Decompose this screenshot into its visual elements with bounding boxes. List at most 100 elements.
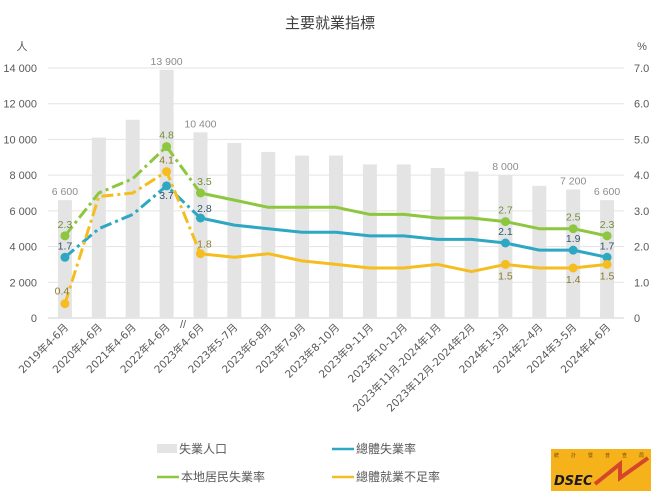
bar: [464, 171, 479, 318]
bar-data-label: 7 200: [560, 175, 586, 187]
series-marker: [602, 259, 612, 269]
line-data-label: 4.8: [159, 130, 174, 142]
bar: [532, 185, 547, 318]
legend-swatch-bars: [157, 444, 177, 453]
data-labels: 6 600 13 900 10 400 8 000 7 200 6 600 1.7 3.7 2.…: [52, 56, 621, 298]
series-marker: [568, 263, 578, 273]
series-marker: [602, 252, 612, 262]
series-line-dashed: [63, 169, 202, 305]
legend-label: 總體失業率: [356, 441, 416, 456]
series-marker: [60, 252, 70, 262]
bar-data-label: 6 600: [594, 186, 620, 198]
series-marker: [195, 188, 205, 198]
x-tick-label: 2023年10-12月: [345, 321, 410, 386]
legend-item-resident-unemployment[interactable]: 本地居民失業率: [157, 469, 265, 484]
legend-item-bars[interactable]: 失業人口: [157, 441, 227, 456]
bar-data-label: 13 900: [151, 56, 183, 68]
svg-text:計: 計: [571, 452, 576, 459]
right-tick-label: 1.0: [634, 277, 649, 289]
line-data-label: 1.5: [498, 270, 513, 282]
series-marker: [500, 259, 510, 269]
series-marker: [162, 142, 172, 152]
line-data-label: 2.3: [600, 219, 615, 231]
line-data-label: 3.7: [159, 190, 174, 202]
bar: [362, 164, 377, 318]
series-marker: [195, 249, 205, 259]
legend-label: 總體就業不足率: [356, 469, 440, 484]
series-line: [200, 216, 608, 259]
line-data-label: 2.8: [197, 203, 212, 215]
line-data-label: 2.5: [566, 212, 581, 224]
line-data-label: 2.1: [498, 226, 513, 238]
right-axis-unit: %: [637, 41, 647, 53]
line-data-label: 0.4: [55, 286, 70, 298]
legend-label: 失業人口: [179, 441, 227, 456]
left-tick-label: 10 000: [3, 134, 37, 146]
bar-data-label: 8 000: [492, 161, 518, 173]
left-tick-label: 12 000: [3, 99, 37, 111]
bar: [159, 69, 174, 319]
series-marker: [60, 231, 70, 241]
line-data-label: 1.4: [566, 274, 581, 286]
line-data-label: 1.5: [600, 270, 615, 282]
left-tick-label: 4 000: [9, 242, 37, 254]
bar-data-label: 6 600: [52, 186, 78, 198]
bar: [329, 155, 343, 318]
bar: [125, 119, 140, 319]
series-line: [200, 252, 608, 274]
svg-text:暨: 暨: [588, 453, 593, 459]
series-marker: [568, 245, 578, 255]
dsec-logo: 統 計 暨 普 查 局 DSEC: [551, 449, 651, 491]
svg-text:普: 普: [605, 452, 610, 459]
axis-break-marker: //: [180, 319, 187, 331]
line-data-label: 2.3: [58, 219, 73, 231]
line-data-label: 1.7: [58, 240, 73, 252]
svg-text:查: 查: [622, 452, 627, 459]
bar: [295, 155, 310, 318]
right-tick-label: 3.0: [634, 206, 649, 218]
line-data-label: 3.5: [197, 176, 212, 188]
right-tick-label: 7.0: [634, 63, 649, 75]
right-tick-label: 0: [634, 313, 640, 325]
x-axis-labels: 2019年4-6月2020年4-6月2021年4-6月2022年4-6月2023…: [16, 321, 613, 415]
line-data-label: 1.8: [197, 239, 212, 251]
bar: [396, 164, 411, 318]
bar-data-label: 10 400: [184, 118, 216, 130]
left-tick-label: 8 000: [9, 170, 37, 182]
series-marker: [162, 167, 172, 177]
chart-title: 主要就業指標: [285, 14, 375, 32]
bar: [261, 151, 276, 318]
bars: [57, 69, 615, 319]
bar: [430, 168, 445, 318]
line-data-label: 1.7: [600, 240, 615, 252]
series-marker: [195, 213, 205, 223]
legend-item-total-unemployment[interactable]: 總體失業率: [332, 441, 416, 456]
left-tick-label: 0: [31, 313, 37, 325]
bar: [227, 143, 242, 318]
right-tick-label: 2.0: [634, 242, 649, 254]
bar: [91, 137, 106, 318]
line-data-label: 2.7: [498, 205, 513, 217]
lines: [60, 142, 612, 309]
series-marker: [568, 224, 578, 234]
right-axis: 0 1.0 2.0 3.0 4.0 5.0 6.0 7.0: [634, 63, 649, 325]
left-tick-label: 14 000: [3, 63, 37, 75]
right-tick-label: 5.0: [634, 134, 649, 146]
right-tick-label: 4.0: [634, 170, 649, 182]
line-data-label: 1.9: [566, 233, 581, 245]
series-marker: [500, 238, 510, 248]
svg-text:統: 統: [554, 452, 559, 459]
legend-label: 本地居民失業率: [181, 469, 265, 484]
bar: [193, 132, 208, 318]
line-data-label: 4.1: [159, 155, 174, 167]
legend-item-underemployment[interactable]: 總體就業不足率: [332, 469, 440, 484]
left-tick-label: 6 000: [9, 206, 37, 218]
left-axis-unit: 人: [17, 40, 28, 53]
svg-text:局: 局: [639, 453, 644, 459]
series-marker: [500, 217, 510, 227]
left-tick-label: 2 000: [9, 277, 37, 289]
logo-text: DSEC: [554, 474, 593, 489]
left-axis: 0 2 000 4 000 6 000 8 000 10 000 12 000 14 000: [3, 63, 37, 325]
right-tick-label: 6.0: [634, 99, 649, 111]
